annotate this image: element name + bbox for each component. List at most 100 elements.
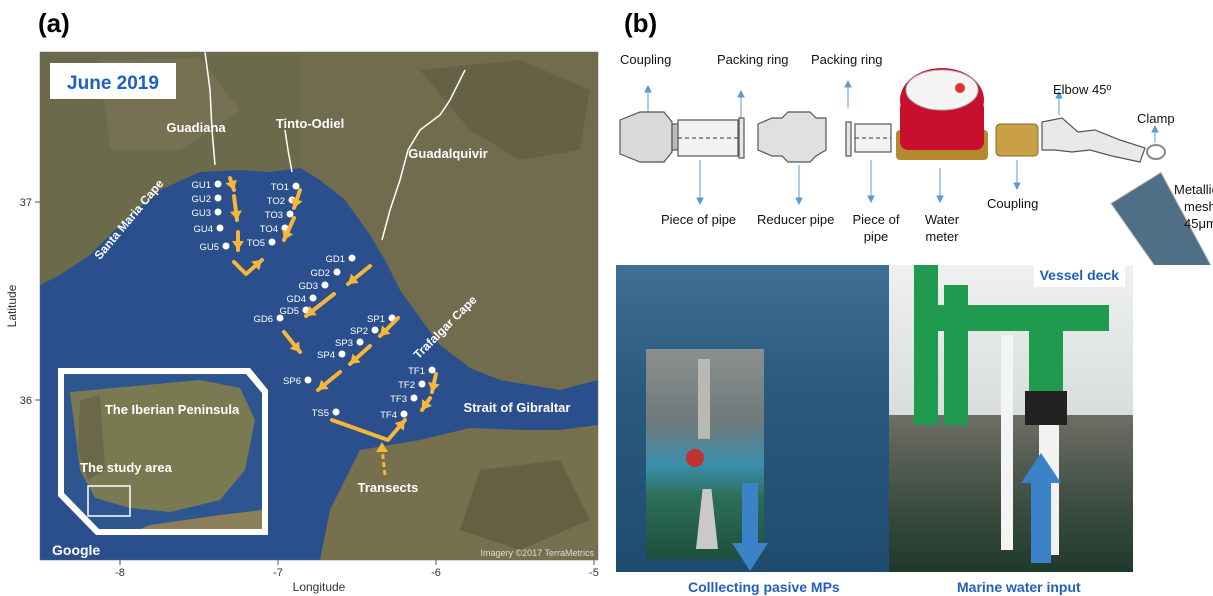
piece-of-pipe-2-part — [854, 123, 892, 153]
transect-arrowhead-9 — [289, 341, 300, 352]
guadiana-river — [204, 52, 216, 166]
transect-arrowhead-10 — [380, 325, 391, 336]
piece-of-pipe-part — [677, 119, 739, 157]
x-axis-label: Longitude — [293, 580, 346, 594]
transect-arrowhead-12 — [318, 379, 329, 390]
station-markers: GU1 GU2 GU3 GU4 GU5 TO1 TO2 TO3 TO4 TO5 GD1 GD2 GD3 G… — [191, 180, 436, 421]
station-point-to3 — [286, 210, 294, 218]
station-point-gd1 — [348, 254, 356, 262]
station-point-tf1 — [428, 366, 436, 374]
label-piece-of-pipe: Piece of pipe — [661, 212, 737, 227]
station-point-gd3 — [321, 281, 329, 289]
label-mesh-line1: Metallic — [1174, 182, 1213, 197]
brass-coupling-part — [995, 123, 1039, 157]
station-label-to5: TO5 — [247, 238, 265, 249]
station-label-tf1: TF1 — [408, 366, 425, 377]
caption-collecting: Colllecting pasive MPs — [688, 579, 840, 595]
station-label-gd5: GD5 — [279, 306, 299, 317]
y-tick-label: 36 — [20, 395, 32, 407]
station-label-gd2: GD2 — [310, 268, 330, 279]
label-water-meter-line1: Water — [924, 212, 960, 227]
station-label-gu2: GU2 — [191, 194, 211, 205]
google-logo: Google — [52, 542, 100, 558]
transect-arrowhead-11 — [350, 353, 361, 364]
station-label-gd6: GD6 — [253, 314, 273, 325]
station-point-sp6 — [304, 376, 312, 384]
station-label-sp1: SP1 — [367, 314, 385, 325]
transect-arrowhead-6 — [282, 229, 294, 240]
coupling-part — [619, 111, 683, 163]
x-tick-label: -7 — [273, 567, 283, 579]
metallic-mesh-part — [1110, 171, 1213, 265]
station-point-gd2 — [333, 268, 341, 276]
station-label-gd3: GD3 — [298, 281, 318, 292]
station-label-sp4: SP4 — [317, 350, 335, 361]
transect-arrowhead-13 — [394, 420, 405, 431]
label-water-meter-line2: meter — [925, 229, 959, 244]
station-point-ts5 — [332, 408, 340, 416]
date-badge — [50, 63, 176, 99]
down-arrow-icon — [732, 483, 768, 571]
x-tick-label: -6 — [431, 567, 441, 579]
station-label-to4: TO4 — [260, 224, 278, 235]
transect-arrows — [225, 176, 440, 442]
transects-pointer — [380, 447, 387, 476]
label-clamp: Clamp — [1137, 111, 1175, 126]
station-point-tf3 — [410, 394, 418, 402]
station-point-gu2 — [214, 194, 222, 202]
transect-arrowhead-4 — [251, 260, 262, 271]
inset-study-area-label: The study area — [80, 460, 173, 475]
guadalquivir-river — [381, 69, 466, 241]
tinto-odiel-river — [284, 129, 293, 173]
station-label-ts5: TS5 — [312, 408, 329, 419]
label-packing-ring-2: Packing ring — [811, 52, 883, 67]
vessel-deck-photo: Vessel deck — [889, 265, 1133, 572]
label-piece-of-pipe-2: Piece of pipe — [846, 211, 906, 245]
y-tick-label: 37 — [20, 197, 32, 209]
guadalquivir-label: Guadalquivir — [408, 146, 487, 161]
station-point-sp2 — [371, 326, 379, 334]
station-point-to1 — [292, 182, 300, 190]
imagery-credit: Imagery ©2017 TerraMetrics — [480, 548, 594, 558]
station-point-tf2 — [418, 380, 426, 388]
station-point-gu1 — [214, 180, 222, 188]
station-label-to1: TO1 — [271, 182, 289, 193]
label-mesh-line2: mesh — [1184, 199, 1213, 214]
label-coupling-2: Coupling — [987, 196, 1039, 211]
x-axis-ticks: -8 -7 -6 -5 — [115, 560, 599, 579]
sampling-device-diagram — [619, 68, 1213, 265]
tinto-odiel-label: Tinto-Odiel — [276, 116, 344, 131]
station-label-gd1: GD1 — [325, 254, 345, 265]
y-axis-label: Latitude — [5, 284, 19, 327]
inset-peninsula-label: The Iberian Peninsula — [105, 402, 240, 417]
reducer-pipe-part — [757, 111, 827, 163]
station-point-gu3 — [214, 208, 222, 216]
station-label-to2: TO2 — [267, 196, 285, 207]
inset-map — [58, 368, 268, 535]
station-point-sp3 — [356, 338, 364, 346]
panel-b-label: (b) — [624, 8, 658, 38]
transects-label: Transects — [358, 480, 419, 495]
sea-photo-left — [616, 265, 889, 572]
vessel-deck-label: Vessel deck — [1039, 267, 1119, 283]
station-label-sp3: SP3 — [335, 338, 353, 349]
label-reducer-pipe: Reducer pipe — [757, 212, 835, 227]
transect-arrowhead-3 — [232, 241, 244, 250]
guadiana-label: Guadiana — [166, 120, 226, 135]
station-label-sp6: SP6 — [283, 376, 301, 387]
station-point-gd4 — [309, 294, 317, 302]
label-piece-of-pipe-2-line2: pipe — [863, 229, 889, 244]
station-label-tf2: TF2 — [398, 380, 415, 391]
transect-arrowhead-2 — [229, 210, 242, 220]
station-label-sp2: SP2 — [350, 326, 368, 337]
x-tick-label: -5 — [589, 567, 599, 579]
packing-ring-part — [738, 117, 745, 159]
station-point-to5 — [268, 238, 276, 246]
transect-arrowhead-8 — [306, 305, 317, 316]
water-meter-part — [896, 68, 988, 160]
x-tick-label: -8 — [115, 567, 125, 579]
caption-marine-water: Marine water input — [957, 579, 1081, 595]
up-arrow-icon — [1021, 453, 1061, 563]
transect-arrowhead-14 — [428, 381, 440, 392]
label-elbow: Elbow 45º — [1053, 82, 1112, 97]
